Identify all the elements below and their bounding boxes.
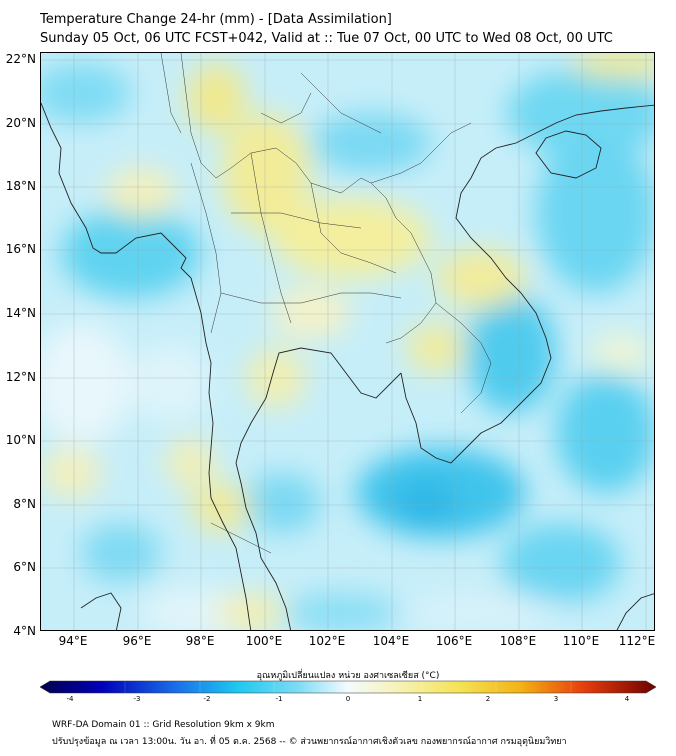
lon-label-100e: 100°E: [245, 634, 283, 648]
lat-label-18n: 18°N: [5, 179, 36, 193]
colorbar-tick: 1: [417, 695, 423, 703]
lon-label-112e: 112°E: [618, 634, 656, 648]
lat-label-22n: 22°N: [5, 52, 36, 66]
lon-label-106e: 106°E: [435, 634, 473, 648]
colorbar-tick: 4: [624, 695, 630, 703]
lon-label-94e: 94°E: [58, 634, 88, 648]
footer-update-info: ปรับปรุงข้อมูล ณ เวลา 13:00น. วัน อา. ที…: [52, 737, 567, 747]
lat-label-12n: 12°N: [5, 370, 36, 384]
coastlines: [41, 102, 654, 630]
map-title: Temperature Change 24-hr (mm) - [Data As…: [40, 12, 392, 27]
lat-label-14n: 14°N: [5, 306, 36, 320]
map-subtitle: Sunday 05 Oct, 06 UTC FCST+042, Valid at…: [40, 31, 613, 46]
colorbar-title: อุณหภูมิเปลี่ยนแปลง หน่วย องศาเซลเซียส (…: [256, 671, 440, 681]
lat-label-4n: 4°N: [13, 624, 36, 638]
colorbar-tick: -2: [203, 695, 211, 703]
temperature-field: [41, 53, 654, 630]
lon-label-102e: 102°E: [308, 634, 346, 648]
lat-label-8n: 8°N: [13, 497, 36, 511]
colorbar-tick: 2: [485, 695, 491, 703]
colorbar-tick: -4: [66, 695, 74, 703]
lat-label-16n: 16°N: [5, 242, 36, 256]
grid-lines: [41, 53, 654, 630]
lon-label-98e: 98°E: [185, 634, 215, 648]
lat-label-20n: 20°N: [5, 116, 36, 130]
colorbar-tick: -1: [275, 695, 283, 703]
lon-label-108e: 108°E: [499, 634, 537, 648]
lon-label-110e: 110°E: [562, 634, 600, 648]
colorbar: [40, 680, 656, 694]
colorbar-tick: 0: [345, 695, 351, 703]
footer-model-info: WRF-DA Domain 01 :: Grid Resolution 9km …: [52, 720, 275, 730]
lat-label-10n: 10°N: [5, 433, 36, 447]
temperature-change-map: [40, 52, 655, 631]
colorbar-segments: [124, 681, 572, 693]
lon-label-104e: 104°E: [372, 634, 410, 648]
colorbar-tick: -3: [133, 695, 141, 703]
colorbar-tick: 3: [553, 695, 559, 703]
map-canvas: [41, 53, 654, 630]
colorbar-ramp: [40, 680, 656, 694]
lon-label-96e: 96°E: [122, 634, 152, 648]
admin-borders: [160, 53, 492, 554]
lat-label-6n: 6°N: [13, 560, 36, 574]
